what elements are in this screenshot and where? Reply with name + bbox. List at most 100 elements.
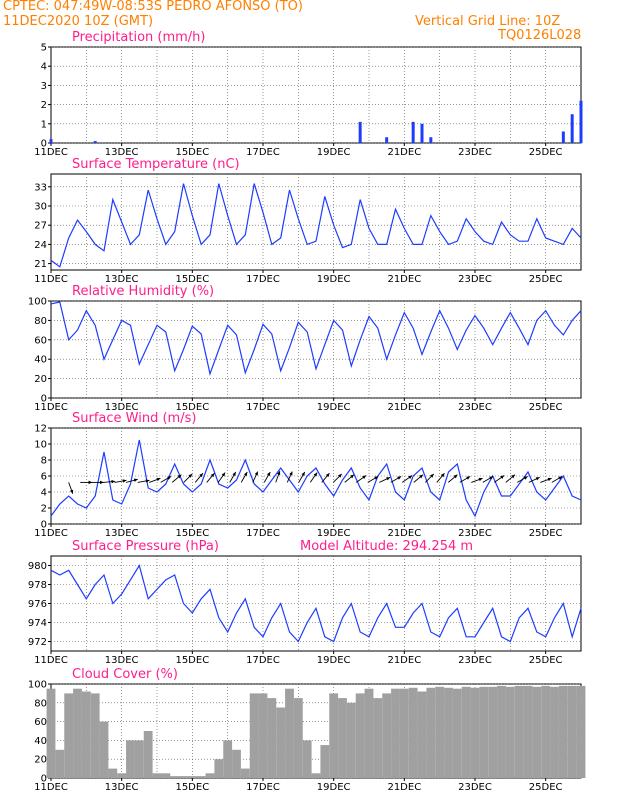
- cloud-bar: [64, 693, 74, 778]
- y-tick-label: 33: [34, 182, 47, 193]
- wind-arrow: [194, 472, 204, 483]
- x-tick-label: 13DEC: [105, 655, 139, 666]
- wind-arrow: [356, 475, 367, 483]
- panel-frame: [50, 46, 582, 144]
- x-tick-label: 13DEC: [105, 402, 139, 413]
- x-tick-label: 19DEC: [317, 402, 351, 413]
- wind-arrow: [424, 473, 435, 483]
- x-tick-label: 17DEC: [246, 147, 280, 158]
- pressure-line: [50, 563, 582, 643]
- x-tick-label: 25DEC: [529, 528, 563, 539]
- precip-bar: [385, 137, 389, 143]
- header-code: TQ0126L028: [498, 28, 582, 43]
- x-tick-label: 25DEC: [529, 782, 563, 793]
- y-tick-label: 0: [41, 394, 47, 405]
- panel-pressure: 972 974 976 978 980 11DEC 13DEC 15DEC 17DEC 19DEC…: [28, 539, 582, 666]
- wind-arrow: [149, 477, 161, 483]
- cloud-bar: [470, 687, 480, 778]
- panel-precip: 0 1 2 3 4 5 11DEC 13DEC 15DEC 17DEC 19DEC 21DEC 23DE…: [34, 30, 583, 158]
- y-tick-label: 60: [34, 335, 47, 346]
- y-tick-label: 4: [41, 62, 47, 73]
- y-tick-label: 20: [34, 374, 47, 385]
- x-tick-label: 11DEC: [34, 147, 68, 158]
- panel-wind: 0 2 4 6 8 10 12 11DEC 13DEC 15DEC 17DEC 19DEC 21DEC 2…: [34, 411, 582, 539]
- cloud-bar: [435, 686, 445, 778]
- x-tick-label: 11DEC: [34, 782, 68, 793]
- precip-bar: [49, 139, 53, 143]
- x-tick-label: 25DEC: [529, 147, 563, 158]
- cloud-bar: [346, 702, 356, 778]
- cloud-bar: [497, 685, 506, 778]
- precip-bar: [579, 100, 583, 143]
- x-tick-label: 25DEC: [529, 655, 563, 666]
- wind-arrow: [540, 477, 552, 483]
- x-tick-label: 17DEC: [246, 528, 280, 539]
- x-tick-label: 21DEC: [387, 402, 421, 413]
- cloud-bar: [488, 686, 498, 778]
- cloud-bar: [426, 687, 436, 778]
- y-tick-label: 980: [28, 561, 47, 572]
- cloud-bar: [152, 773, 162, 778]
- cloud-bar: [214, 759, 224, 778]
- cloud-bar: [46, 688, 56, 778]
- wind-arrow: [103, 479, 116, 484]
- header-run-time: 11DEC2020 10Z (GMT): [3, 14, 154, 29]
- x-tick-label: 15DEC: [175, 655, 209, 666]
- y-tick-label: 21: [34, 259, 47, 270]
- cloud-bar: [258, 693, 268, 778]
- wind-arrow: [91, 480, 104, 485]
- x-tick-label: 17DEC: [246, 655, 280, 666]
- precip-bar: [561, 131, 565, 143]
- cloud-bar: [232, 749, 241, 778]
- x-tick-label: 25DEC: [529, 402, 563, 413]
- cloud-bar: [541, 685, 551, 778]
- cloud-bar: [161, 773, 171, 778]
- header-grid-note: Vertical Grid Line: 10Z: [415, 14, 561, 29]
- wind-arrow: [459, 476, 471, 483]
- y-tick-label: 12: [34, 424, 47, 435]
- wind-arrow: [448, 474, 458, 483]
- cloud-bar: [108, 768, 118, 778]
- cloud-bar: [55, 749, 65, 778]
- wind-arrow: [137, 479, 150, 483]
- cloud-bar: [576, 685, 586, 778]
- cloud-bar: [444, 687, 453, 778]
- cloud-bar: [285, 688, 294, 778]
- panel-frame: [50, 300, 582, 399]
- cloud-bar: [126, 740, 135, 778]
- wind-arrow: [114, 479, 127, 483]
- cloud-bar: [205, 773, 215, 778]
- cloud-bar: [514, 685, 524, 778]
- cloud-bar: [391, 688, 400, 778]
- panel-title: Surface Wind (m/s): [72, 411, 196, 426]
- cloud-bar: [417, 691, 427, 778]
- y-tick-label: 20: [34, 755, 47, 766]
- y-tick-label: 0: [41, 774, 47, 785]
- cloud-bar: [311, 773, 321, 778]
- precip-bar: [570, 114, 574, 143]
- panel-title: Surface Pressure (hPa): [72, 539, 219, 554]
- x-tick-label: 21DEC: [387, 655, 421, 666]
- cloud-bar: [170, 776, 180, 778]
- y-tick-label: 5: [41, 43, 47, 54]
- y-tick-label: 0: [41, 520, 47, 531]
- cloud-bar: [452, 688, 462, 778]
- y-tick-label: 40: [34, 736, 47, 747]
- wind-arrow: [471, 477, 483, 483]
- x-tick-label: 15DEC: [175, 782, 209, 793]
- cloud-bar: [355, 693, 365, 778]
- cloud-bar: [267, 698, 277, 778]
- rh-line: [50, 301, 582, 376]
- panel-title: Relative Humidity (%): [72, 284, 214, 299]
- cloud-bar: [532, 686, 542, 778]
- cloud-bar: [196, 776, 206, 778]
- y-tick-label: 1: [41, 119, 47, 130]
- precip-bar: [429, 137, 433, 143]
- x-tick-label: 15DEC: [175, 274, 209, 285]
- x-tick-label: 21DEC: [387, 782, 421, 793]
- wind-arrow: [367, 476, 379, 483]
- y-tick-label: 60: [34, 717, 47, 728]
- cloud-bar: [90, 693, 100, 778]
- cloud-bar: [408, 687, 418, 778]
- y-tick-label: 2: [41, 504, 47, 515]
